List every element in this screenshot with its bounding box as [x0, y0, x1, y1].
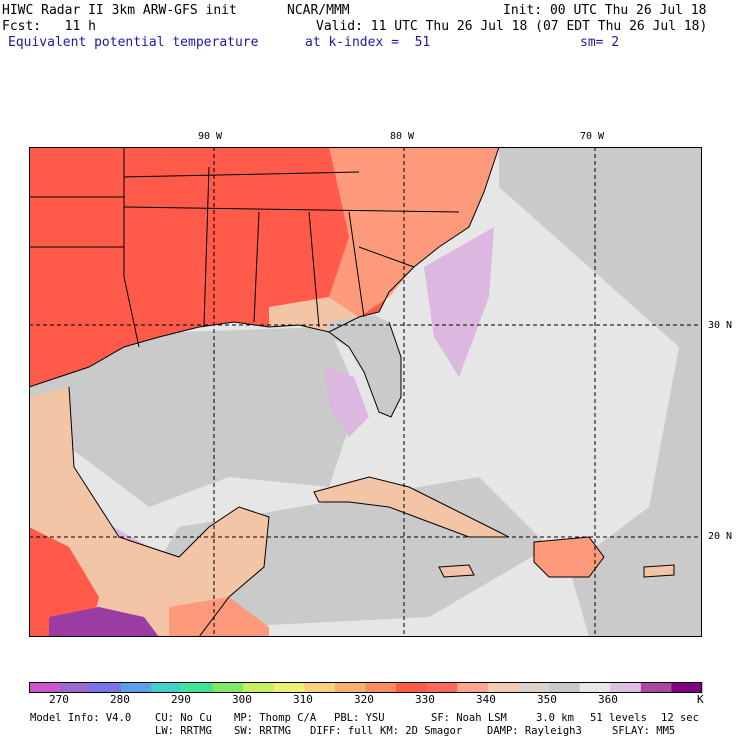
lon-label-90w: 90 W — [198, 131, 223, 142]
time-step: 12 sec — [661, 712, 699, 724]
outline-puerto-rico — [643, 564, 675, 578]
colorbar-swatch — [396, 682, 427, 693]
colorbar-swatch — [273, 682, 305, 693]
gray-region-gulf — [29, 327, 359, 507]
colorbar-swatch — [90, 682, 122, 693]
grid-spacing: 3.0 km — [536, 712, 574, 724]
diff-scheme: DIFF: full — [310, 725, 374, 737]
coastline-us — [29, 147, 500, 388]
land-florida — [329, 315, 401, 417]
land-hispaniola — [534, 537, 604, 577]
colorbar-swatch — [59, 682, 91, 693]
land-central-america — [169, 597, 269, 637]
colorbar-swatch — [304, 682, 336, 693]
damp-scheme: DAMP: Rayleigh3 — [487, 725, 582, 737]
lon-label-70w: 70 W — [580, 131, 605, 142]
state-line-8 — [358, 246, 415, 268]
colorbar-swatch — [334, 682, 366, 693]
state-line-3 — [123, 171, 360, 178]
smoothing-label: sm= 2 — [580, 35, 620, 50]
sf-scheme: SF: Noah LSM — [431, 712, 507, 724]
land-mexico-hot — [29, 527, 99, 637]
colorbar-swatch — [579, 682, 611, 693]
colorbar-swatch — [120, 682, 152, 693]
colorbar-label: 320 — [354, 693, 374, 706]
colorbar-frame — [29, 682, 702, 693]
land-jamaica — [439, 565, 474, 577]
colorbar-label: 300 — [232, 693, 252, 706]
land-puerto-rico — [644, 565, 674, 577]
colorbar-swatch — [243, 682, 275, 693]
model-info: Model Info: V4.0 — [30, 712, 132, 724]
state-line-2 — [203, 166, 210, 328]
pbl-scheme: PBL: YSU — [334, 712, 385, 724]
colorbar-swatch — [212, 682, 244, 693]
colorbar — [29, 682, 703, 693]
theta-e-map — [29, 147, 702, 637]
colorbar-unit: K — [697, 693, 704, 706]
outline-jamaica — [438, 564, 475, 578]
colorbar-label: 340 — [476, 693, 496, 706]
lilac-patch-atlantic — [424, 227, 494, 377]
sflay-scheme: SFLAY: MM5 — [612, 725, 676, 737]
init-time: Init: 00 UTC Thu 26 Jul 18 — [503, 3, 707, 18]
colorbar-swatch — [518, 682, 550, 693]
colorbar-swatch — [549, 682, 580, 693]
colorbar-swatch — [29, 682, 60, 693]
vertical-levels: 51 levels — [590, 712, 647, 724]
colorbar-swatch — [426, 682, 458, 693]
state-line-6 — [308, 211, 320, 328]
field-name: Equivalent potential temperature — [8, 35, 259, 50]
purple-patch-south — [49, 607, 159, 637]
colorbar-label: 350 — [537, 693, 557, 706]
forecast-hour: Fcst: 11 h — [2, 19, 96, 34]
colorbar-label: 280 — [110, 693, 130, 706]
lat-label-30n: 30 N — [708, 320, 733, 331]
land-cuba — [314, 477, 509, 537]
plot-title: HIWC Radar II 3km ARW-GFS init — [2, 3, 237, 18]
state-line-1 — [123, 147, 140, 348]
colorbar-label: 360 — [598, 693, 618, 706]
coastline-florida — [328, 321, 402, 418]
colorbar-swatch — [457, 682, 489, 693]
state-line-4 — [123, 206, 460, 213]
lon-label-80w: 80 W — [390, 131, 415, 142]
colorbar-swatch — [487, 682, 519, 693]
lat-label-20n: 20 N — [708, 531, 733, 542]
land-mexico — [29, 387, 269, 637]
state-line-5 — [253, 211, 260, 323]
gray-region-east — [499, 147, 702, 637]
lilac-patch-gulf — [324, 367, 369, 437]
mp-scheme: MP: Thomp C/A — [234, 712, 317, 724]
colorbar-label: 290 — [171, 693, 191, 706]
sw-scheme: SW: RRTMG — [234, 725, 291, 737]
outline-cuba — [313, 476, 510, 538]
colorbar-swatch — [610, 682, 642, 693]
land-us-warm-band — [329, 147, 499, 317]
colorbar-swatch — [365, 682, 397, 693]
source-label: NCAR/MMM — [287, 3, 350, 18]
valid-time: Valid: 11 UTC Thu 26 Jul 18 (07 EDT Thu … — [316, 19, 708, 34]
state-line-7 — [348, 211, 365, 318]
colorbar-swatch — [181, 682, 213, 693]
coastline-mexico — [68, 386, 270, 637]
level-label: at k-index = 51 — [305, 35, 431, 50]
colorbar-swatch — [640, 682, 672, 693]
colorbar-label: 270 — [49, 693, 69, 706]
colorbar-label: 310 — [293, 693, 313, 706]
lw-scheme: LW: RRTMG — [155, 725, 212, 737]
km-scheme: KM: 2D Smagor — [380, 725, 463, 737]
colorbar-label: 330 — [415, 693, 435, 706]
colorbar-swatch — [671, 682, 703, 693]
map-frame — [29, 147, 702, 637]
cu-scheme: CU: No Cu — [155, 712, 212, 724]
colorbar-swatch — [151, 682, 183, 693]
